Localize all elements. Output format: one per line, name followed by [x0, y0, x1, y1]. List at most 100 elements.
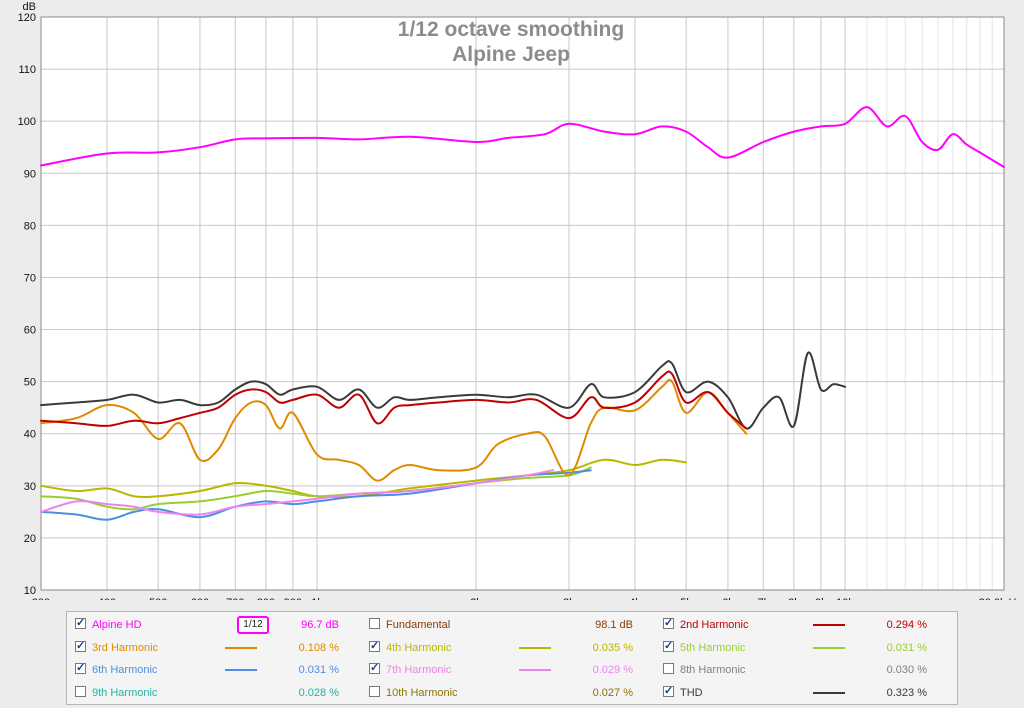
series-line-thd: [40, 351, 847, 430]
x-tick-label: 400: [98, 597, 116, 600]
legend-item-alpine-hd: ✓ Alpine HD 1/12 96.7 dB: [75, 614, 361, 636]
legend-checkbox[interactable]: ✓: [75, 617, 86, 629]
x-tick-label: 3k: [563, 597, 575, 600]
x-tick-label: 5k: [680, 597, 692, 600]
legend-checkbox[interactable]: [75, 685, 86, 697]
chart-subtitle: Alpine Jeep: [452, 43, 570, 66]
legend-label: 10th Harmonic: [386, 686, 458, 699]
legend-checkbox[interactable]: ✓: [75, 639, 86, 652]
legend-label: 5th Harmonic: [680, 641, 746, 654]
legend-row: 9th Harmonic 0.028 % 10th Harmonic 0.027 % ✓…: [67, 682, 957, 704]
legend-value: 0.294 %: [886, 619, 927, 631]
x-tick-label: 600: [191, 597, 209, 600]
x-tick-label: 7k: [757, 597, 769, 600]
legend-checkbox[interactable]: [369, 618, 380, 629]
frequency-response-chart: 300 400 500 600 700 800 900 1k 2k 3k 4k 5k 6k 7k 8k 9k 1…: [18, 1, 1022, 600]
legend-label: 2nd Harmonic: [680, 619, 749, 631]
legend-item-5th-harmonic: ✓ 5th Harmonic 0.031 %: [663, 637, 949, 659]
legend-swatch: [519, 669, 551, 671]
x-tick-label: 8k: [788, 597, 800, 600]
legend-item-7th-harmonic: ✓ 7th Harmonic 0.029 %: [369, 659, 655, 681]
x-tick-label: 800: [257, 597, 275, 600]
legend-item-3rd-harmonic: ✓ 3rd Harmonic 0.108 %: [75, 637, 361, 659]
legend-row: ✓ 3rd Harmonic 0.108 % ✓ 4th Harmonic 0.035 %…: [67, 637, 957, 659]
legend-swatch: [225, 646, 257, 649]
legend-checkbox[interactable]: ✓: [369, 639, 380, 652]
legend-item-8th-harmonic: 8th Harmonic 0.030 %: [663, 659, 949, 681]
plot-border: [40, 16, 1005, 591]
x-tick-label: 6k: [722, 597, 734, 600]
x-tick-label: 1k: [311, 597, 323, 600]
legend-checkbox[interactable]: ✓: [663, 684, 674, 697]
legend-swatch: [519, 646, 551, 649]
legend-value: 0.031 %: [298, 664, 339, 676]
y-tick-label: 120: [18, 12, 36, 24]
x-tick-label: 300: [32, 597, 50, 600]
legend-checkbox[interactable]: ✓: [75, 662, 86, 674]
legend-label: 7th Harmonic: [386, 664, 452, 676]
x-tick-label: 500: [149, 597, 167, 600]
legend-item-4th-harmonic: ✓ 4th Harmonic 0.035 %: [369, 637, 655, 659]
legend-label: 6th Harmonic: [92, 664, 158, 676]
x-tick-label: 4k: [629, 597, 641, 600]
y-tick-label: 70: [24, 272, 36, 284]
legend-item-6th-harmonic: ✓ 6th Harmonic 0.031 %: [75, 659, 361, 681]
legend-swatch: [225, 669, 257, 671]
x-tick-label: 900: [284, 597, 302, 600]
legend-value: 98.1 dB: [595, 619, 633, 631]
legend-checkbox[interactable]: ✓: [663, 617, 674, 629]
y-tick-label: 80: [24, 220, 36, 232]
legend-row: ✓ Alpine HD 1/12 96.7 dB Fundamental 98.1 dB ✓…: [67, 614, 957, 636]
legend-swatch: [813, 624, 845, 626]
y-tick-label: 90: [24, 168, 36, 180]
legend-item-9th-harmonic: 9th Harmonic 0.028 %: [75, 682, 361, 704]
legend-checkbox[interactable]: ✓: [663, 639, 674, 652]
x-tick-label: 10k: [836, 597, 854, 600]
legend-value: 96.7 dB: [301, 619, 339, 631]
legend-label: 3rd Harmonic: [92, 641, 159, 654]
legend-label: 8th Harmonic: [680, 664, 746, 676]
series-line-alpine-hd: [40, 106, 1005, 168]
y-tick-label: 10: [24, 585, 36, 597]
series-line-2nd-harmonic: [40, 370, 748, 430]
legend-label: 4th Harmonic: [386, 641, 452, 654]
legend-value: 0.108 %: [298, 641, 339, 654]
legend-value: 0.027 %: [592, 686, 633, 699]
legend-item-10th-harmonic: 10th Harmonic 0.027 %: [369, 682, 655, 704]
smoothing-button[interactable]: 1/12: [237, 616, 269, 634]
legend-item-2nd-harmonic: ✓ 2nd Harmonic 0.294 %: [663, 614, 949, 636]
x-tick-label: 9k: [815, 597, 827, 600]
legend-item-fundamental: Fundamental 98.1 dB: [369, 614, 655, 636]
legend-value: 0.030 %: [886, 664, 927, 676]
legend-checkbox[interactable]: [369, 685, 380, 697]
series-line-3rd-harmonic: [40, 378, 748, 482]
chart-title: 1/12 octave smoothing: [398, 18, 624, 41]
legend-label: Fundamental: [386, 619, 451, 631]
legend-value: 0.031 %: [886, 641, 927, 654]
legend-value: 0.029 %: [592, 664, 633, 676]
y-tick-label: 40: [24, 429, 36, 441]
legend-label: 9th Harmonic: [92, 686, 158, 699]
x-tick-label: 20.0k Hz: [979, 597, 1022, 600]
y-tick-label: 20: [24, 533, 36, 545]
legend-swatch: [813, 691, 845, 694]
legend-row: ✓ 6th Harmonic 0.031 % ✓ 7th Harmonic 0.029 %…: [67, 659, 957, 681]
x-tick-label: 700: [226, 597, 244, 600]
legend-value: 0.028 %: [298, 686, 339, 699]
x-tick-label: 2k: [470, 597, 482, 600]
y-tick-label: 50: [24, 377, 36, 389]
series-line-7th-harmonic: [40, 469, 555, 516]
y-tick-label: 30: [24, 481, 36, 493]
legend-value: 0.323 %: [886, 686, 927, 699]
legend-panel: ✓ Alpine HD 1/12 96.7 dB Fundamental 98.1 dB ✓…: [66, 611, 958, 705]
y-tick-label: 60: [24, 325, 36, 337]
y-tick-label: 100: [18, 116, 36, 128]
legend-swatch: [813, 646, 845, 649]
legend-checkbox[interactable]: ✓: [369, 662, 380, 674]
plot-area: [41, 17, 1004, 590]
legend-checkbox[interactable]: [663, 663, 674, 674]
legend-label: THD: [680, 686, 703, 699]
y-axis-label: dB: [23, 1, 36, 13]
legend-item-thd: ✓ THD 0.323 %: [663, 682, 949, 704]
legend-label: Alpine HD: [92, 619, 142, 631]
